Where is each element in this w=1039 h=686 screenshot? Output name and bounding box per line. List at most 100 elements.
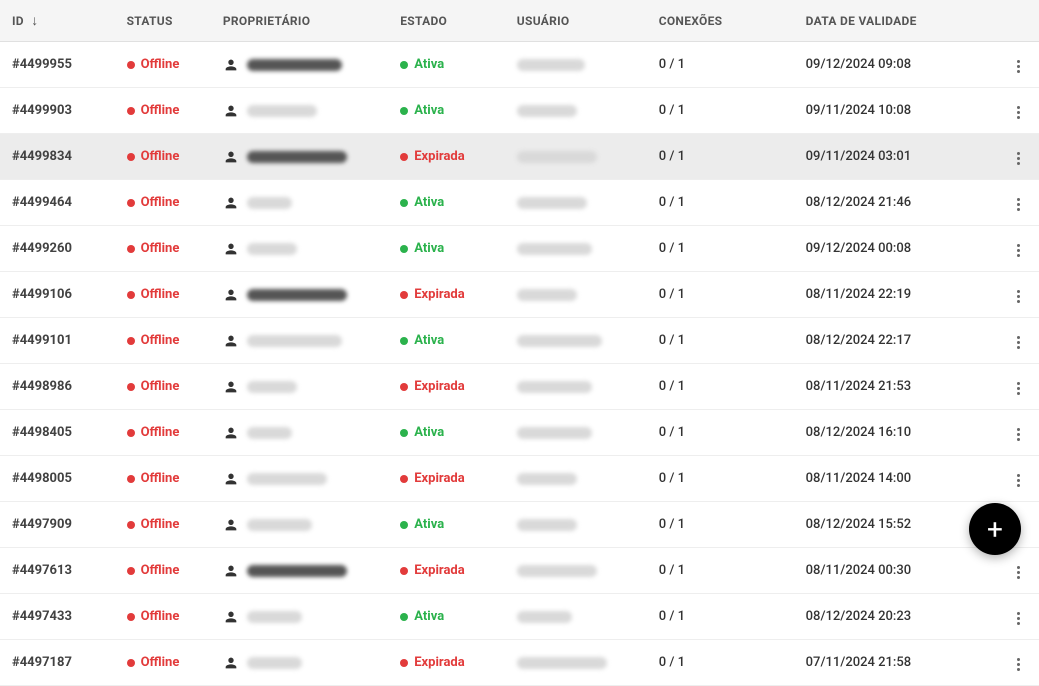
- row-id: #4497187: [12, 655, 72, 670]
- row-menu-button[interactable]: [1013, 240, 1024, 261]
- row-id: #4498405: [12, 425, 72, 440]
- validity-date: 08/11/2024 22:19: [806, 287, 911, 302]
- table-row[interactable]: #4497909OfflineAtiva0 / 108/12/2024 15:5…: [0, 502, 1039, 548]
- row-menu-button[interactable]: [1013, 608, 1024, 629]
- validity-date: 08/11/2024 14:00: [806, 471, 911, 486]
- table-row[interactable]: #4499260OfflineAtiva0 / 109/12/2024 00:0…: [0, 226, 1039, 272]
- header-connections[interactable]: CONEXÕES: [649, 0, 796, 42]
- table-row[interactable]: #4497187 Offline Expirada 0 / 1 07/11/2024 2…: [0, 640, 1039, 686]
- person-icon: [223, 471, 239, 487]
- table-row[interactable]: #4498005OfflineExpirada0 / 108/11/2024 1…: [0, 456, 1039, 502]
- table-row[interactable]: #4499101OfflineAtiva0 / 108/12/2024 22:1…: [0, 318, 1039, 364]
- table-row[interactable]: #4498986OfflineExpirada0 / 108/11/2024 2…: [0, 364, 1039, 410]
- row-menu-button[interactable]: [1013, 148, 1024, 169]
- row-menu-button[interactable]: [1013, 470, 1024, 491]
- table-row[interactable]: #4499834OfflineExpirada0 / 109/11/2024 0…: [0, 134, 1039, 180]
- owner-redacted: [247, 427, 292, 439]
- status-label: Offline: [141, 655, 180, 670]
- row-menu-button[interactable]: [1013, 56, 1024, 77]
- validity-date: 08/11/2024 00:30: [806, 563, 911, 578]
- row-menu-button[interactable]: [1013, 332, 1024, 353]
- table-row[interactable]: #4499106OfflineExpirada0 / 108/11/2024 2…: [0, 272, 1039, 318]
- table-header-row: ID ↓ STATUS PROPRIETÁRIO ESTADO USUÁRIO …: [0, 0, 1039, 42]
- connections-value: 0 / 1: [659, 655, 685, 670]
- status-label: Offline: [141, 149, 180, 164]
- state-label: Ativa: [414, 517, 444, 532]
- user-redacted: [517, 335, 602, 347]
- connections-value: 0 / 1: [659, 241, 685, 256]
- sort-arrow-icon: ↓: [31, 13, 38, 29]
- row-id: #4497433: [12, 609, 72, 624]
- status-dot-icon: [127, 521, 135, 529]
- user-redacted: [517, 519, 577, 531]
- state-dot-icon: [400, 613, 408, 621]
- header-id[interactable]: ID ↓: [0, 0, 117, 42]
- table-row[interactable]: #4499903OfflineAtiva0 / 109/11/2024 10:0…: [0, 88, 1039, 134]
- row-id: #4499260: [12, 241, 72, 256]
- validity-date: 08/11/2024 21:53: [806, 379, 911, 394]
- row-menu-button[interactable]: [1013, 194, 1024, 215]
- connections-value: 0 / 1: [659, 57, 685, 72]
- status-dot-icon: [127, 567, 135, 575]
- person-icon: [223, 333, 239, 349]
- status-label: Offline: [141, 103, 180, 118]
- state-dot-icon: [400, 659, 408, 667]
- owner-redacted: [247, 197, 292, 209]
- status-dot-icon: [127, 291, 135, 299]
- status-label: Offline: [141, 287, 180, 302]
- state-label: Expirada: [414, 287, 464, 302]
- add-fab-button[interactable]: +: [969, 503, 1021, 555]
- state-label: Expirada: [414, 379, 464, 394]
- person-icon: [223, 287, 239, 303]
- table-row[interactable]: #4498405OfflineAtiva0 / 108/12/2024 16:1…: [0, 410, 1039, 456]
- owner-redacted: [247, 565, 347, 577]
- row-menu-button[interactable]: [1013, 378, 1024, 399]
- user-redacted: [517, 611, 572, 623]
- status-label: Offline: [141, 563, 180, 578]
- table-row[interactable]: #4497433OfflineAtiva0 / 108/12/2024 20:2…: [0, 594, 1039, 640]
- owner-redacted: [247, 105, 317, 117]
- state-label: Expirada: [414, 655, 464, 670]
- person-icon: [223, 609, 239, 625]
- state-label: Ativa: [414, 103, 444, 118]
- row-id: #4499464: [12, 195, 72, 210]
- validity-date: 09/11/2024 03:01: [806, 149, 911, 164]
- header-status[interactable]: STATUS: [117, 0, 213, 42]
- state-label: Expirada: [414, 471, 464, 486]
- table-row[interactable]: #4497613OfflineExpirada0 / 108/11/2024 0…: [0, 548, 1039, 594]
- table-row[interactable]: #4499464OfflineAtiva0 / 108/12/2024 21:4…: [0, 180, 1039, 226]
- row-menu-button[interactable]: [1013, 424, 1024, 445]
- row-id: #4497613: [12, 563, 72, 578]
- row-menu-button[interactable]: [1013, 654, 1024, 675]
- state-dot-icon: [400, 475, 408, 483]
- row-menu-button[interactable]: [1013, 102, 1024, 123]
- row-id: #4499834: [12, 149, 72, 164]
- row-id: #4499106: [12, 287, 72, 302]
- status-dot-icon: [127, 245, 135, 253]
- person-icon: [223, 563, 239, 579]
- user-redacted: [517, 197, 587, 209]
- state-label: Expirada: [414, 563, 464, 578]
- state-dot-icon: [400, 291, 408, 299]
- header-user[interactable]: USUÁRIO: [507, 0, 649, 42]
- state-label: Expirada: [414, 149, 464, 164]
- header-state[interactable]: ESTADO: [390, 0, 507, 42]
- header-owner[interactable]: PROPRIETÁRIO: [213, 0, 390, 42]
- owner-redacted: [247, 657, 302, 669]
- connections-value: 0 / 1: [659, 333, 685, 348]
- person-icon: [223, 57, 239, 73]
- table-row[interactable]: #4499955OfflineAtiva0 / 109/12/2024 09:0…: [0, 42, 1039, 88]
- state-label: Ativa: [414, 425, 444, 440]
- header-validity[interactable]: DATA DE VALIDADE: [796, 0, 999, 42]
- row-id: #4499101: [12, 333, 72, 348]
- validity-date: 08/12/2024 20:23: [806, 609, 911, 624]
- status-dot-icon: [127, 107, 135, 115]
- row-id: #4497909: [12, 517, 72, 532]
- user-redacted: [517, 473, 577, 485]
- status-dot-icon: [127, 613, 135, 621]
- row-menu-button[interactable]: [1013, 286, 1024, 307]
- row-id: #4498986: [12, 379, 72, 394]
- validity-date: 07/11/2024 21:58: [806, 655, 911, 670]
- person-icon: [223, 241, 239, 257]
- state-dot-icon: [400, 245, 408, 253]
